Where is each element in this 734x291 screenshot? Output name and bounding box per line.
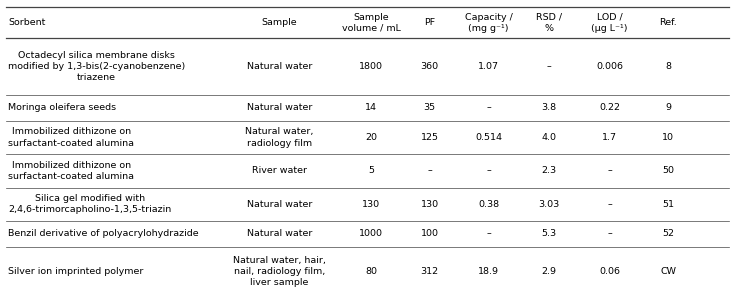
Text: 0.514: 0.514 <box>475 133 502 142</box>
Text: 2.3: 2.3 <box>542 166 556 175</box>
Text: 0.38: 0.38 <box>478 200 499 209</box>
Text: 1.07: 1.07 <box>478 62 499 71</box>
Text: –: – <box>486 166 491 175</box>
Text: 80: 80 <box>365 267 377 276</box>
Text: 5: 5 <box>368 166 374 175</box>
Text: Moringa oleifera seeds: Moringa oleifera seeds <box>8 104 116 112</box>
Text: –: – <box>547 62 551 71</box>
Text: 10: 10 <box>662 133 675 142</box>
Text: 14: 14 <box>365 104 377 112</box>
Text: Natural water: Natural water <box>247 200 312 209</box>
Text: 130: 130 <box>362 200 380 209</box>
Text: 125: 125 <box>421 133 439 142</box>
Text: 18.9: 18.9 <box>478 267 499 276</box>
Text: 1.7: 1.7 <box>602 133 617 142</box>
Text: –: – <box>607 166 612 175</box>
Text: 0.006: 0.006 <box>596 62 623 71</box>
Text: Silver ion imprinted polymer: Silver ion imprinted polymer <box>8 267 143 276</box>
Text: 8: 8 <box>665 62 672 71</box>
Text: PF: PF <box>424 18 435 27</box>
Text: Sample: Sample <box>261 18 297 27</box>
Text: Natural water: Natural water <box>247 62 312 71</box>
Text: Natural water: Natural water <box>247 230 312 238</box>
Text: Immobilized dithizone on
surfactant-coated alumina: Immobilized dithizone on surfactant-coat… <box>8 161 134 181</box>
Text: Benzil derivative of polyacrylohydrazide: Benzil derivative of polyacrylohydrazide <box>8 230 199 238</box>
Text: RSD /
%: RSD / % <box>536 13 562 33</box>
Text: Silica gel modified with
2,4,6-trimorcapholino-1,3,5-triazin: Silica gel modified with 2,4,6-trimorcap… <box>8 194 171 214</box>
Text: 100: 100 <box>421 230 439 238</box>
Text: 2.9: 2.9 <box>542 267 556 276</box>
Text: 130: 130 <box>421 200 439 209</box>
Text: 1800: 1800 <box>359 62 383 71</box>
Text: LOD /
(µg L⁻¹): LOD / (µg L⁻¹) <box>592 13 628 33</box>
Text: 5.3: 5.3 <box>542 230 556 238</box>
Text: Ref.: Ref. <box>659 18 677 27</box>
Text: –: – <box>486 104 491 112</box>
Text: –: – <box>607 230 612 238</box>
Text: 9: 9 <box>665 104 672 112</box>
Text: Natural water, hair,
nail, radiology film,
liver sample: Natural water, hair, nail, radiology fil… <box>233 255 326 287</box>
Text: 312: 312 <box>421 267 439 276</box>
Text: Sorbent: Sorbent <box>8 18 46 27</box>
Text: 360: 360 <box>421 62 439 71</box>
Text: Capacity /
(mg g⁻¹): Capacity / (mg g⁻¹) <box>465 13 512 33</box>
Text: 1000: 1000 <box>359 230 383 238</box>
Text: 0.06: 0.06 <box>599 267 620 276</box>
Text: Natural water,
radiology film: Natural water, radiology film <box>245 127 313 148</box>
Text: 3.8: 3.8 <box>542 104 556 112</box>
Text: 51: 51 <box>662 200 675 209</box>
Text: –: – <box>427 166 432 175</box>
Text: Octadecyl silica membrane disks
modified by 1,3-bis(2-cyanobenzene)
triazene: Octadecyl silica membrane disks modified… <box>8 51 185 82</box>
Text: 20: 20 <box>365 133 377 142</box>
Text: River water: River water <box>252 166 307 175</box>
Text: 35: 35 <box>424 104 436 112</box>
Text: Sample
volume / mL: Sample volume / mL <box>341 13 401 33</box>
Text: 52: 52 <box>662 230 675 238</box>
Text: 0.22: 0.22 <box>599 104 620 112</box>
Text: 3.03: 3.03 <box>539 200 559 209</box>
Text: –: – <box>607 200 612 209</box>
Text: CW: CW <box>661 267 676 276</box>
Text: Natural water: Natural water <box>247 104 312 112</box>
Text: –: – <box>486 230 491 238</box>
Text: 50: 50 <box>662 166 675 175</box>
Text: Immobilized dithizone on
surfactant-coated alumina: Immobilized dithizone on surfactant-coat… <box>8 127 134 148</box>
Text: 4.0: 4.0 <box>542 133 556 142</box>
